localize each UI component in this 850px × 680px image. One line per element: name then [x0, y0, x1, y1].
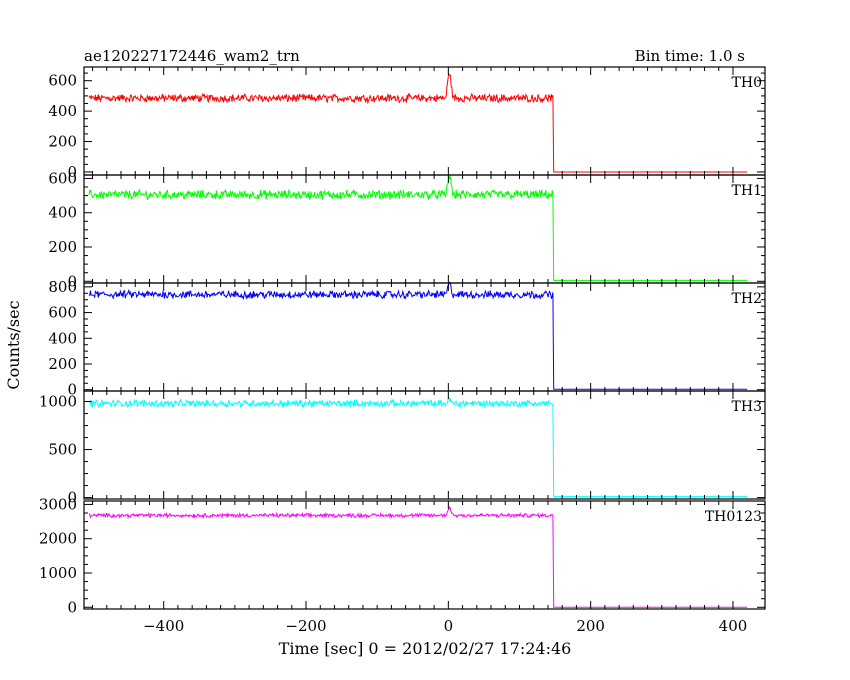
panel-th0123: 0 1000 2000 3000 TH0123: [39, 495, 766, 616]
panel-th2: 0 200 400 600 800 TH2: [48, 278, 766, 399]
x-tick-label: 0: [444, 617, 454, 635]
y-tick-label: 600: [48, 169, 77, 187]
y-tick-label: 200: [48, 133, 77, 151]
series-label-th1: TH1: [732, 183, 762, 199]
y-tick-label: 600: [48, 72, 77, 90]
y-axis-title: Counts/sec: [4, 300, 23, 389]
panel-frame: [83, 282, 766, 392]
series-label-th3: TH3: [732, 399, 762, 415]
y-tick-label: 0: [67, 598, 77, 616]
y-tick-label: 400: [48, 329, 77, 347]
series-label-th0: TH0: [732, 75, 762, 91]
x-tick-label: 400: [719, 617, 748, 635]
y-tick-label: 0: [67, 272, 77, 290]
y-tick-label: 0: [67, 489, 77, 507]
x-tick-label: −200: [285, 617, 326, 635]
series-label-th2: TH2: [732, 291, 762, 307]
x-tick-label: −400: [143, 617, 184, 635]
panel-frame: [83, 66, 766, 176]
series-line-th0123: [88, 505, 748, 608]
y-tick-label: 500: [48, 441, 77, 459]
chart-title: ae120227172446_wam2_trn: [84, 47, 300, 65]
y-tick-label: 1000: [39, 564, 77, 582]
series-line-th2: [88, 281, 748, 390]
y-tick-label: 2000: [39, 530, 77, 548]
panel-frame: [83, 500, 766, 610]
y-tick-label: 3000: [39, 495, 77, 513]
series-label-th0123: TH0123: [705, 509, 762, 525]
y-tick-label: 200: [48, 238, 77, 256]
panel-th0: 0 200 400 600 TH0: [48, 66, 766, 181]
panel-frame: [83, 174, 766, 284]
y-tick-label: 800: [48, 278, 77, 296]
y-tick-label: 400: [48, 102, 77, 120]
x-tick-label: 200: [576, 617, 605, 635]
y-tick-label: 0: [67, 163, 77, 181]
y-tick-label: 0: [67, 381, 77, 399]
bin-time-label: Bin time: 1.0 s: [635, 47, 745, 65]
panels-group: 0 200 400 600 TH0 0 200 400 600 TH1 0 200 400 600 800 T…: [39, 66, 766, 616]
x-axis: −400 −200 0 200 400: [143, 617, 747, 635]
x-axis-title: Time [sec] 0 = 2012/02/27 17:24:46: [279, 639, 572, 658]
y-tick-label: 400: [48, 204, 77, 222]
series-line-th3: [88, 396, 748, 498]
y-tick-label: 600: [48, 304, 77, 322]
panel-th1: 0 200 400 600 TH1: [48, 169, 766, 290]
y-tick-label: 1000: [39, 393, 77, 411]
panel-th3: 0 500 1000 TH3: [39, 390, 766, 507]
y-tick-label: 200: [48, 355, 77, 373]
panel-frame: [83, 390, 766, 500]
series-line-th1: [88, 175, 748, 281]
series-line-th0: [88, 73, 748, 173]
